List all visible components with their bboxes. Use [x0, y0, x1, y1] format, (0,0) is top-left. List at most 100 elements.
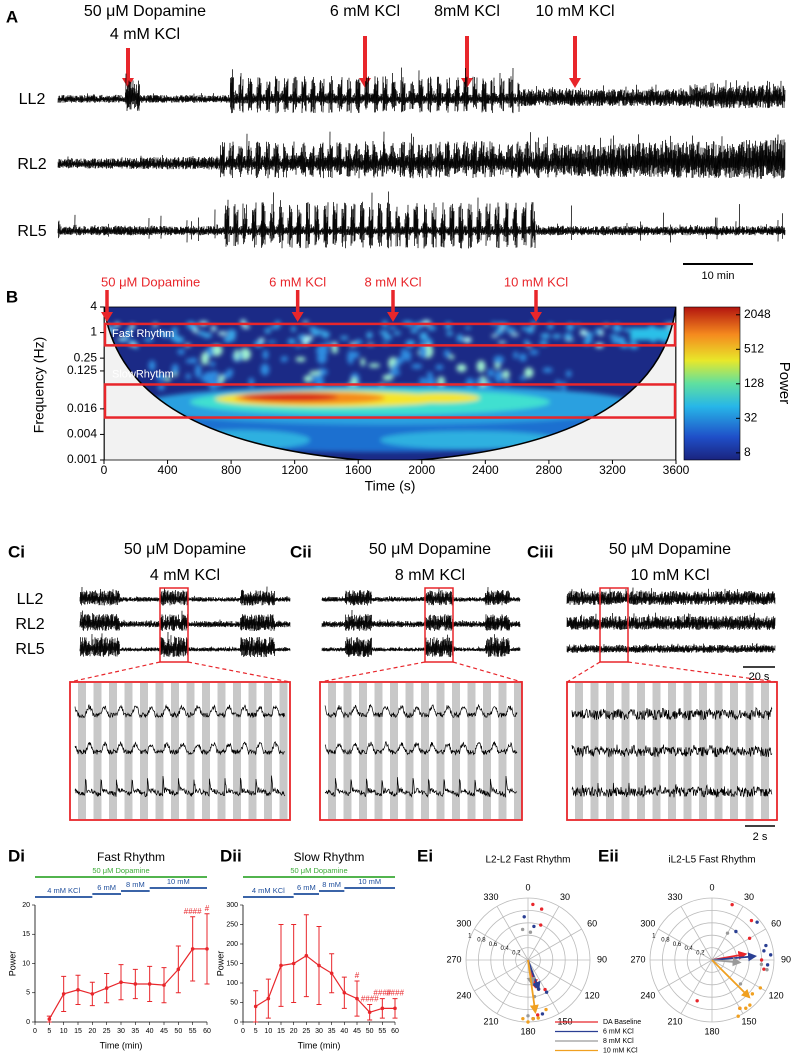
y-tick-label: 0 — [234, 1019, 238, 1026]
x-tick-label: 2000 — [408, 463, 435, 477]
angular-grid — [711, 959, 744, 1014]
r-tick-label: 0.4 — [501, 946, 510, 952]
power-speckle — [194, 364, 202, 379]
y-axis-title: Frequency (Hz) — [31, 337, 47, 433]
event-arrowhead — [291, 312, 304, 322]
treatment-label: 50 μM Dopamine — [290, 866, 347, 875]
phase-stripe — [390, 683, 398, 819]
band-box — [103, 383, 677, 419]
angle-label: 300 — [640, 918, 655, 928]
power-speckle — [505, 327, 516, 333]
phase-stripe — [683, 683, 692, 819]
event-arrowhead — [122, 78, 134, 88]
power-speckle — [177, 348, 185, 355]
phase-point — [695, 999, 699, 1003]
colorbar-tick-label: 512 — [744, 341, 764, 355]
power-speckle — [210, 325, 217, 332]
angle-label: 180 — [520, 1026, 535, 1036]
zoom-trace — [324, 741, 518, 756]
event-label: 4 mM KCl — [110, 26, 180, 43]
power-speckle — [443, 349, 451, 358]
r-tick-label: 1 — [652, 933, 656, 939]
x-tick-label: 1200 — [281, 463, 308, 477]
power-speckle — [198, 330, 205, 335]
power-speckle — [395, 357, 404, 365]
phase-point — [531, 1016, 535, 1021]
power-speckle — [347, 350, 354, 365]
angular-grid — [680, 906, 713, 961]
panel-label: Dii — [220, 846, 242, 865]
treatment-label: 6 mM — [97, 883, 116, 892]
trace-label: LL2 — [19, 91, 46, 108]
x-tick-label: 25 — [103, 1028, 111, 1035]
phase-stripe — [328, 683, 336, 819]
phase-point — [531, 902, 535, 907]
y-tick-label: 0.25 — [74, 350, 98, 364]
data-point — [190, 947, 195, 951]
spectrogram-power — [104, 319, 676, 452]
power-speckle — [400, 348, 407, 361]
angle-label: 240 — [640, 990, 655, 1000]
power-speckle — [388, 326, 397, 330]
trace — [321, 587, 521, 606]
x-tick-label: 40 — [340, 1028, 348, 1035]
data-point — [304, 953, 309, 958]
phase-stripe — [217, 683, 226, 819]
power-speckle — [456, 364, 467, 373]
angle-label: 120 — [585, 990, 600, 1000]
phase-stripe — [78, 683, 86, 819]
data-point — [291, 961, 296, 966]
panel-label: B — [6, 287, 18, 306]
power-speckle — [156, 373, 166, 382]
panel-subtitle: 10 mM KCl — [630, 567, 709, 584]
event-arrowhead — [387, 312, 399, 322]
data-point — [205, 947, 209, 951]
power-speckle — [564, 339, 575, 342]
y-tick-label: 300 — [226, 902, 238, 909]
power-speckle — [295, 356, 306, 362]
x-tick-label: 30 — [315, 1028, 323, 1035]
power-speckle — [391, 364, 400, 370]
power-speckle — [116, 337, 127, 341]
colorbar — [683, 306, 741, 461]
band-label: SlowRhythm — [112, 368, 174, 380]
phase-stripe — [467, 683, 476, 819]
y-axis-title: Power — [7, 951, 17, 977]
x-tick-label: 40 — [146, 1028, 154, 1035]
phase-stripe — [171, 683, 179, 819]
panel-title: 50 μM Dopamine — [609, 541, 731, 558]
r-tick-label: 0.8 — [477, 938, 486, 944]
legend-label: 10 mM KCl — [603, 1047, 638, 1054]
r-tick-label: 0.6 — [673, 942, 682, 948]
x-tick-label: 45 — [353, 1028, 361, 1035]
data-point — [147, 982, 152, 986]
power-speckle — [201, 352, 209, 366]
power-speckle — [540, 333, 551, 339]
y-tick-label: 0.125 — [67, 363, 97, 377]
trace-label: RL2 — [15, 616, 44, 633]
x-tick-label: 400 — [158, 463, 178, 477]
angular-grid — [658, 959, 713, 992]
x-tick-label: 15 — [277, 1028, 285, 1035]
angle-label: 330 — [483, 892, 498, 902]
power-speckle — [529, 349, 539, 355]
data-point — [61, 992, 66, 996]
y-tick-label: 0.004 — [67, 427, 97, 441]
angle-label: 240 — [456, 990, 471, 1000]
zoom-connector — [566, 661, 601, 683]
power-speckle — [269, 325, 280, 330]
power-speckle — [108, 326, 117, 332]
data-point — [279, 963, 283, 968]
trace — [321, 609, 521, 632]
angle-label: 120 — [769, 990, 784, 1000]
data-point — [162, 983, 166, 987]
panel-subtitle: 4 mM KCl — [150, 567, 220, 584]
power-speckle — [202, 332, 213, 339]
y-tick-label: 4 — [90, 299, 97, 313]
data-point — [317, 963, 321, 968]
data-line — [255, 954, 395, 1013]
phase-stripe — [421, 683, 429, 819]
power-speckle — [419, 377, 427, 385]
zoom-trace — [571, 744, 773, 758]
x-tick-label: 5 — [47, 1028, 51, 1035]
